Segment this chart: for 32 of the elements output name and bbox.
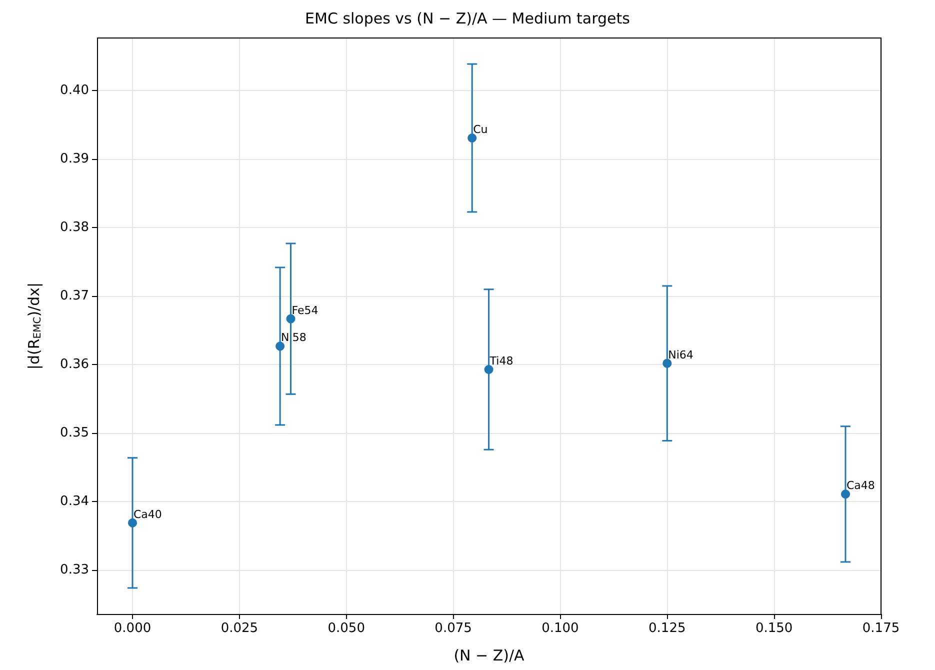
annotation: Ti48 (488, 354, 514, 368)
y-tick-label: 0.40 (60, 83, 89, 98)
y-tick-label: 0.38 (60, 220, 89, 236)
point (484, 364, 494, 374)
annotation: Cu (473, 122, 488, 136)
y-tick-label: 0.35 (60, 426, 89, 441)
point (841, 490, 850, 499)
point (662, 358, 672, 368)
x-axis-title: (N − Z)/A (454, 646, 526, 664)
x-tick-label: 0.000 (114, 621, 152, 636)
annotation: Fe54 (292, 304, 318, 317)
x-tick-label: 0.175 (862, 621, 900, 636)
annotation: Ni64 (668, 348, 694, 362)
x-tick-label: 0.025 (220, 621, 258, 636)
y-tick-label: 0.37 (60, 288, 89, 304)
y-tick-label: 0.39 (60, 152, 89, 167)
point (128, 518, 137, 528)
x-tick-label: 0.050 (328, 621, 365, 636)
x-tick-label: 0.075 (434, 621, 472, 636)
point (276, 342, 285, 351)
annotation: Ca48 (846, 479, 875, 492)
y-axis-title: |d(REMC)/dx| (25, 282, 44, 370)
annotation: Ca40 (134, 508, 162, 521)
x-tick-label: 0.125 (648, 621, 686, 636)
chart-title: EMC slopes vs (N − Z)/A — Medium targets (305, 10, 630, 28)
point (286, 314, 296, 324)
y-tick-label: 0.36 (60, 357, 89, 372)
x-tick-label: 0.150 (755, 621, 793, 636)
y-tick-label: 0.33 (60, 562, 89, 578)
point (468, 133, 477, 142)
x-tick-label: 0.100 (542, 621, 579, 636)
y-tick-label: 0.34 (60, 494, 89, 510)
